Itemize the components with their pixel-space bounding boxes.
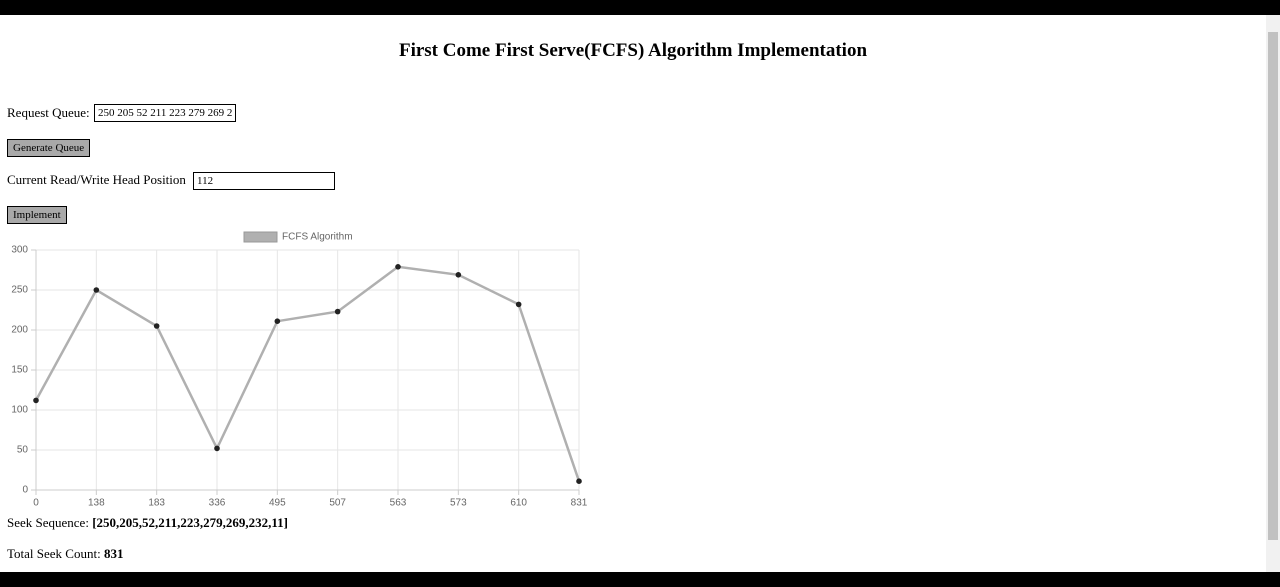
- x-tick-label: 610: [510, 498, 527, 509]
- y-tick-label: 50: [17, 445, 29, 456]
- total-seek-value: 831: [103, 546, 124, 561]
- y-tick-label: 250: [11, 285, 28, 296]
- y-tick-label: 0: [22, 485, 28, 496]
- head-label: Current Read/Write Head Position: [7, 172, 186, 187]
- scroll-thumb[interactable]: [1268, 32, 1278, 540]
- generate-button[interactable]: Generate Queue: [7, 139, 91, 157]
- y-tick-label: 100: [11, 405, 28, 416]
- legend-swatch: [243, 231, 278, 243]
- total-seek-label: Total Seek Count:: [7, 546, 101, 561]
- data-point: [153, 323, 160, 329]
- y-tick-label: 150: [11, 365, 28, 376]
- request-input[interactable]: 250 205 52 211 223 279 269 2: [94, 104, 236, 122]
- seek-sequence-label: Seek Sequence:: [7, 515, 89, 530]
- request-label: Request Queue:: [7, 105, 90, 120]
- data-point: [334, 308, 341, 315]
- x-tick-label: 573: [450, 498, 467, 509]
- bottom-bar: [0, 572, 1280, 587]
- y-tick-label: 300: [11, 245, 28, 256]
- implement-button[interactable]: Implement: [7, 206, 67, 224]
- data-point: [576, 478, 582, 484]
- total-seek: Total Seek Count: 831: [7, 546, 123, 562]
- data-point: [455, 272, 462, 278]
- data-point: [33, 397, 39, 404]
- data-point: [274, 318, 281, 324]
- x-tick-label: 138: [88, 498, 105, 509]
- chart: 0 50 100 150 200 250 300 0 138 183 336 495 507 563 573…: [11, 231, 588, 509]
- series-line: [34, 265, 581, 482]
- x-tick-label: 507: [329, 498, 346, 509]
- x-tick-label: 0: [33, 498, 39, 509]
- legend-label: FCFS Algorithm: [282, 232, 353, 243]
- data-point: [93, 287, 100, 293]
- seek-sequence: Seek Sequence: [250,205,52,211,223,279,2…: [7, 515, 288, 531]
- x-tick-label: 336: [209, 498, 226, 509]
- y-tick-label: 200: [11, 325, 28, 336]
- data-point: [515, 301, 522, 308]
- page-title: First Come First Serve(FCFS) Algorithm I…: [398, 40, 868, 61]
- head-input[interactable]: 112: [193, 172, 335, 190]
- top-bar: [0, 0, 1280, 15]
- x-tick-label: 563: [390, 498, 407, 509]
- data-point: [395, 264, 401, 270]
- x-tick-label: 183: [148, 498, 165, 509]
- seek-sequence-value: [250,205,52,211,223,279,269,232,11]: [92, 515, 288, 530]
- data-point: [214, 445, 220, 452]
- x-tick-label: 831: [571, 498, 588, 509]
- x-tick-label: 495: [269, 498, 286, 509]
